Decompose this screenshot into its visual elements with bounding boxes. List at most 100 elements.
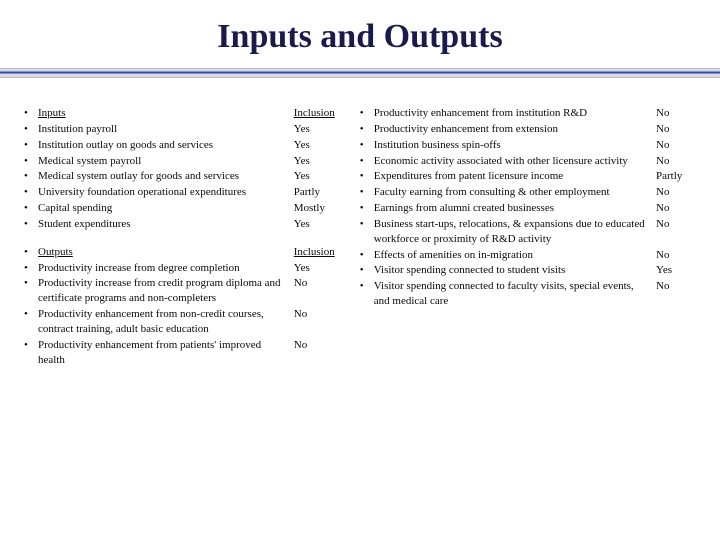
header-label: Outputs <box>38 245 290 260</box>
list-item: •Student expendituresYes <box>20 217 338 232</box>
item-value: Yes <box>290 261 338 276</box>
header-label: Inputs <box>38 106 290 121</box>
list-item: •Capital spendingMostly <box>20 201 338 216</box>
item-value: Yes <box>652 263 700 278</box>
item-label: Effects of amenities on in-migration <box>374 248 652 263</box>
slide: Inputs and Outputs • Inputs Inclusion •I… <box>0 0 720 540</box>
list-item: •Earnings from alumni created businesses… <box>356 201 700 216</box>
item-label: Visitor spending connected to student vi… <box>374 263 652 278</box>
item-label: Institution outlay on goods and services <box>38 138 290 153</box>
list-item: •Effects of amenities on in-migrationNo <box>356 248 700 263</box>
item-value: No <box>652 185 700 200</box>
right-column: •Productivity enhancement from instituti… <box>356 106 700 369</box>
item-label: Productivity enhancement from patients' … <box>38 338 290 368</box>
bullet-icon: • <box>20 122 38 137</box>
item-label: Expenditures from patent licensure incom… <box>374 169 652 184</box>
bullet-icon: • <box>20 261 38 276</box>
left-column: • Inputs Inclusion •Institution payrollY… <box>20 106 338 369</box>
bullet-icon: • <box>356 185 374 200</box>
item-value: No <box>652 248 700 263</box>
bullet-icon: • <box>20 338 38 353</box>
list-item: •Medical system payrollYes <box>20 154 338 169</box>
header-value: Inclusion <box>290 245 338 260</box>
item-value: No <box>652 138 700 153</box>
item-label: Business start-ups, relocations, & expan… <box>374 217 652 247</box>
list-item: •Productivity enhancement from non-credi… <box>20 307 338 337</box>
list-item: •University foundation operational expen… <box>20 185 338 200</box>
list-item: •Visitor spending connected to faculty v… <box>356 279 700 309</box>
item-label: Institution business spin-offs <box>374 138 652 153</box>
item-value: Yes <box>290 138 338 153</box>
item-value: Yes <box>290 122 338 137</box>
content-area: • Inputs Inclusion •Institution payrollY… <box>0 78 720 379</box>
item-value: No <box>652 217 700 232</box>
bullet-icon: • <box>356 263 374 278</box>
item-value: Yes <box>290 217 338 232</box>
bullet-icon: • <box>20 185 38 200</box>
header-value: Inclusion <box>290 106 338 121</box>
bullet-icon: • <box>20 154 38 169</box>
bullet-icon: • <box>20 169 38 184</box>
bullet-icon: • <box>356 217 374 232</box>
bullet-icon: • <box>20 276 38 291</box>
list-item: •Visitor spending connected to student v… <box>356 263 700 278</box>
bullet-icon: • <box>356 122 374 137</box>
item-label: Capital spending <box>38 201 290 216</box>
item-label: Productivity increase from credit progra… <box>38 276 290 306</box>
bullet-icon: • <box>20 217 38 232</box>
list-item: •Productivity enhancement from extension… <box>356 122 700 137</box>
item-value: Yes <box>290 154 338 169</box>
item-value: Mostly <box>290 201 338 216</box>
bullet-icon: • <box>356 279 374 294</box>
slide-title: Inputs and Outputs <box>0 0 720 68</box>
item-value: No <box>652 154 700 169</box>
item-label: Faculty earning from consulting & other … <box>374 185 652 200</box>
item-label: University foundation operational expend… <box>38 185 290 200</box>
bullet-icon: • <box>20 201 38 216</box>
list-item: •Expenditures from patent licensure inco… <box>356 169 700 184</box>
bullet-icon: • <box>356 138 374 153</box>
item-label: Medical system outlay for goods and serv… <box>38 169 290 184</box>
item-label: Student expenditures <box>38 217 290 232</box>
item-value: No <box>652 122 700 137</box>
item-value: No <box>652 279 700 294</box>
list-item: •Productivity enhancement from instituti… <box>356 106 700 121</box>
list-item: •Productivity enhancement from patients'… <box>20 338 338 368</box>
bullet-icon: • <box>356 169 374 184</box>
bullet-icon: • <box>20 245 38 260</box>
bullet-icon: • <box>356 248 374 263</box>
list-item: •Economic activity associated with other… <box>356 154 700 169</box>
divider-bar <box>0 68 720 78</box>
bullet-icon: • <box>356 154 374 169</box>
list-item: •Institution payrollYes <box>20 122 338 137</box>
section-gap <box>20 233 338 245</box>
item-label: Medical system payroll <box>38 154 290 169</box>
item-value: Partly <box>652 169 700 184</box>
item-value: No <box>290 307 338 322</box>
list-item: •Medical system outlay for goods and ser… <box>20 169 338 184</box>
list-item: •Faculty earning from consulting & other… <box>356 185 700 200</box>
bullet-icon: • <box>20 106 38 121</box>
item-value: Yes <box>290 169 338 184</box>
item-label: Productivity enhancement from institutio… <box>374 106 652 121</box>
item-label: Economic activity associated with other … <box>374 154 652 169</box>
bullet-icon: • <box>356 106 374 121</box>
bullet-icon: • <box>20 307 38 322</box>
bullet-icon: • <box>356 201 374 216</box>
item-label: Visitor spending connected to faculty vi… <box>374 279 652 309</box>
inputs-header: • Inputs Inclusion <box>20 106 338 121</box>
item-value: No <box>652 106 700 121</box>
item-value: Partly <box>290 185 338 200</box>
bullet-icon: • <box>20 138 38 153</box>
item-label: Productivity enhancement from extension <box>374 122 652 137</box>
outputs-header: • Outputs Inclusion <box>20 245 338 260</box>
list-item: •Business start-ups, relocations, & expa… <box>356 217 700 247</box>
item-value: No <box>290 338 338 353</box>
item-value: No <box>290 276 338 291</box>
list-item: •Productivity increase from degree compl… <box>20 261 338 276</box>
item-label: Institution payroll <box>38 122 290 137</box>
item-value: No <box>652 201 700 216</box>
list-item: •Productivity increase from credit progr… <box>20 276 338 306</box>
list-item: •Institution business spin-offsNo <box>356 138 700 153</box>
list-item: •Institution outlay on goods and service… <box>20 138 338 153</box>
